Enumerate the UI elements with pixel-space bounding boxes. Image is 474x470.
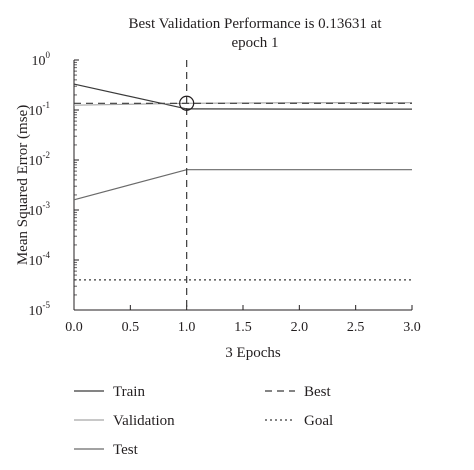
y-tick-label: 10-1: [29, 100, 51, 119]
best-point-marker: [179, 95, 195, 111]
axes: 0.0 0.5 1.0 1.5 2.0 2.5 3.0 100 10-1 10-2 10-3 10-4…: [15, 50, 421, 361]
y-tick-label: 10-4: [29, 250, 51, 269]
x-tick-label: 1.5: [234, 320, 252, 335]
legend-label-best: Best: [304, 384, 332, 400]
series-line-train: [73, 83, 412, 110]
chart-title-line-2: epoch 1: [231, 35, 278, 51]
legend: Train Best Validation Goal Test: [74, 384, 333, 458]
chart-title-line-1: Best Validation Performance is 0.13631 a…: [128, 16, 382, 32]
series-line-test: [73, 169, 412, 201]
legend-label-test: Test: [113, 442, 139, 458]
legend-label-validation: Validation: [113, 413, 175, 429]
y-tick-label: 10-5: [29, 300, 51, 319]
y-tick-label: 100: [32, 50, 51, 69]
x-axis-label: 3 Epochs: [225, 345, 281, 361]
y-tick-label: 10-3: [29, 200, 51, 219]
x-tick-label: 2.0: [291, 320, 309, 335]
legend-label-goal: Goal: [304, 413, 333, 429]
x-tick-label: 0.0: [65, 320, 83, 335]
x-tick-label: 0.5: [122, 320, 140, 335]
x-tick-label: 3.0: [403, 320, 421, 335]
legend-label-train: Train: [113, 384, 145, 400]
x-tick-label: 2.5: [347, 320, 365, 335]
y-tick-label: 10-2: [29, 150, 51, 169]
x-tick-label: 1.0: [178, 320, 196, 335]
chart-title: Best Validation Performance is 0.13631 a…: [128, 16, 382, 51]
y-axis-label: Mean Squared Error (mse): [15, 105, 31, 265]
plot-area: [73, 60, 412, 310]
